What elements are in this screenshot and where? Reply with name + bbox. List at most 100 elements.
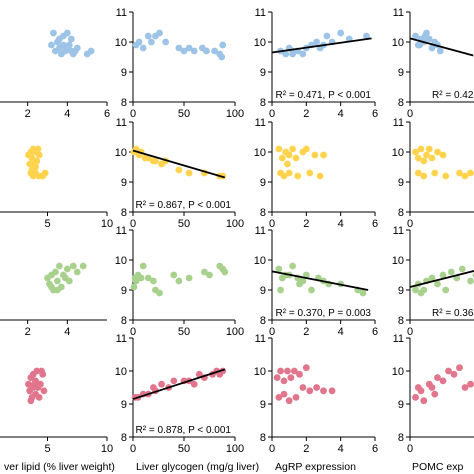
data-point-r3c1-6 (158, 380, 165, 388)
data-point-r2c0-16 (54, 286, 61, 294)
data-point-r3c0-16 (39, 370, 47, 378)
data-point-r1c2-12 (285, 169, 293, 177)
data-point-r2c1-14 (206, 271, 213, 279)
data-point-r0c2-8 (313, 38, 321, 46)
data-point-r3c2-0 (273, 374, 281, 381)
data-point-r0c1-3 (144, 32, 152, 40)
data-point-r1c0-17 (28, 166, 36, 174)
y-tick-label-r3c3-3: 11 (393, 333, 404, 345)
data-point-r3c0-9 (35, 394, 43, 401)
panel-r3c3: 8 9 10 11 0 (392, 333, 474, 455)
data-point-r3c0-14 (29, 384, 37, 391)
data-point-r3c3-12 (414, 384, 422, 391)
panel-r1c0: 5 10 (0, 145, 113, 230)
y-tick-label-r2c2-2: 10 (254, 255, 266, 267)
x-tick-label-r2c2-0: 0 (269, 326, 275, 338)
data-point-r3c2-5 (290, 367, 298, 375)
data-point-r0c0-12 (50, 29, 57, 37)
x-tick-label-r2c0-0: 2 (25, 326, 31, 338)
x-axis-label-col-1: Liver glycogen (mg/g liver) (136, 461, 259, 473)
x-tick-label-r3c1-0: 0 (130, 443, 136, 455)
y-tick-label-r3c2-3: 11 (255, 333, 266, 345)
y-tick-label-r3c2-2: 10 (254, 366, 266, 378)
data-point-r3c2-11 (292, 394, 300, 401)
data-point-r2c0-13 (73, 268, 81, 276)
x-axis-label-col-0: ver lipid (% liver weight) (4, 461, 115, 473)
x-tick-label-r0c2-3: 6 (372, 108, 378, 120)
data-point-r2c3-7 (447, 268, 455, 276)
data-point-r1c2-16 (284, 160, 291, 168)
y-tick-label-r2c3-1: 9 (398, 285, 404, 297)
y-tick-label-r3c3-2: 10 (392, 366, 404, 378)
data-point-r1c1-11 (185, 169, 193, 177)
data-point-r2c1-13 (201, 268, 208, 276)
data-point-r2c1-10 (170, 271, 178, 279)
data-point-r2c2-14 (359, 289, 367, 297)
data-point-r0c1-1 (135, 38, 143, 46)
x-tick-label-r3c0-1: 10 (101, 443, 113, 455)
x-tick-label-r2c2-3: 6 (372, 326, 378, 338)
data-point-r3c0-11 (40, 387, 48, 395)
y-tick-label-r0c1-1: 9 (121, 67, 127, 79)
data-point-r1c0-6 (33, 157, 41, 165)
data-point-r0c2-5 (299, 50, 307, 58)
data-point-r3c2-6 (296, 370, 303, 378)
data-point-r0c2-14 (363, 32, 370, 40)
y-tick-label-r2c2-1: 9 (260, 285, 266, 297)
regression-annotation-r1c1: R² = 0.867, P < 0.001 (136, 200, 232, 211)
data-point-r1c2-11 (280, 172, 288, 180)
data-point-r3c0-13 (32, 377, 39, 385)
data-point-r1c3-15 (467, 169, 474, 177)
data-point-r0c1-2 (139, 44, 147, 52)
data-point-r1c3-12 (442, 172, 450, 180)
y-tick-label-r3c2-0: 8 (260, 432, 266, 444)
y-tick-label-r0c1-2: 10 (115, 37, 127, 49)
y-tick-label-r0c2-0: 8 (260, 97, 266, 109)
data-point-r2c2-7 (302, 271, 310, 279)
data-point-r2c1-11 (175, 277, 183, 285)
data-point-r3c2-7 (302, 364, 310, 372)
regression-annotation-r0c3: R² = 0.42 (432, 90, 474, 101)
data-point-r3c2-4 (287, 374, 295, 381)
y-tick-label-r3c3-0: 8 (398, 432, 404, 444)
data-point-r0c3-0 (412, 32, 419, 40)
x-tick-label-r2c2-1: 2 (303, 326, 309, 338)
y-tick-label-r1c3-1: 9 (398, 177, 404, 189)
data-point-r2c0-15 (48, 283, 55, 291)
y-tick-label-r0c2-2: 10 (254, 37, 266, 49)
x-tick-label-r3c2-0: 0 (269, 443, 275, 455)
data-point-r1c2-9 (320, 151, 327, 159)
data-point-r0c0-13 (56, 35, 63, 43)
data-point-r1c2-14 (306, 169, 314, 177)
data-point-r1c2-0 (275, 145, 283, 153)
y-tick-label-r1c3-0: 8 (398, 207, 404, 219)
y-tick-label-r1c2-0: 8 (260, 207, 266, 219)
data-point-r1c2-7 (302, 145, 310, 153)
data-point-r0c1-13 (203, 47, 210, 55)
data-point-r2c1-5 (139, 262, 147, 270)
data-point-r2c0-14 (79, 262, 87, 270)
data-point-r2c1-0 (130, 283, 138, 291)
data-point-r1c3-11 (431, 169, 439, 177)
y-tick-label-r3c3-1: 9 (398, 399, 404, 411)
data-point-r0c1-7 (162, 38, 170, 46)
data-point-r0c3-9 (421, 32, 429, 40)
data-point-r3c3-7 (445, 367, 452, 375)
x-tick-label-r0c3-0: 0 (407, 108, 413, 120)
x-tick-label-r0c1-0: 0 (130, 108, 136, 120)
x-tick-label-r2c0-1: 4 (64, 326, 70, 338)
y-tick-label-r1c1-3: 11 (116, 117, 127, 129)
data-point-r3c3-5 (434, 374, 441, 381)
y-tick-label-r0c1-3: 11 (116, 7, 127, 19)
data-point-r2c3-6 (439, 271, 447, 279)
data-point-r3c3-9 (456, 364, 463, 372)
data-point-r3c3-10 (461, 384, 469, 391)
data-point-r0c1-9 (180, 47, 188, 55)
data-point-r2c2-16 (296, 280, 303, 288)
panel-r3c1: 8 9 10 11 0 50 100 R² = 0.878, P < 0.001 (115, 333, 244, 455)
y-tick-label-r2c3-3: 11 (393, 225, 404, 237)
y-tick-label-r1c3-2: 10 (392, 147, 404, 159)
x-tick-label-r1c0-1: 10 (101, 218, 113, 230)
regression-annotation-r2c3: R² = 0.365 (432, 308, 474, 319)
